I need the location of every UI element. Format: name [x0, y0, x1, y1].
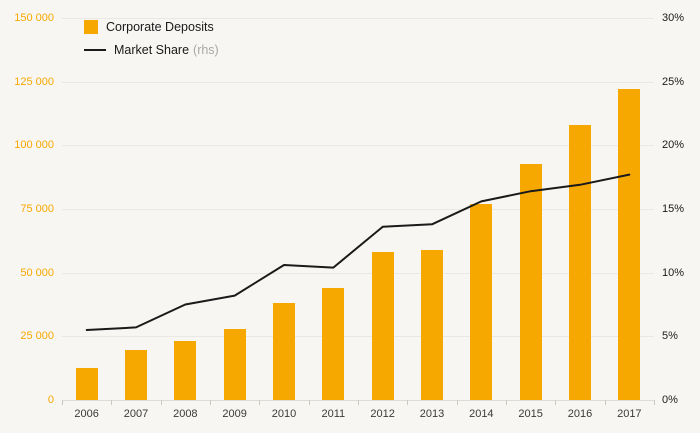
legend-item-market-share: Market Share (rhs) [84, 43, 219, 57]
bar-swatch-icon [84, 20, 98, 34]
x-axis-tick [111, 400, 113, 405]
bar-2012 [371, 252, 394, 400]
x-axis-label-2017: 2017 [617, 408, 642, 420]
x-axis-label-2011: 2011 [321, 408, 346, 420]
bar-2013 [421, 249, 443, 400]
x-axis-tick [604, 400, 606, 405]
x-axis-tick [259, 400, 261, 405]
x-axis-label-2006: 2006 [74, 408, 99, 420]
x-axis-tick [654, 400, 655, 405]
x-axis-tick [358, 400, 359, 405]
bar-2016 [569, 124, 591, 400]
gridline [62, 18, 654, 19]
x-axis-label-2012: 2012 [370, 408, 395, 420]
plot-area [62, 18, 654, 401]
x-axis-label-2007: 2007 [123, 408, 149, 420]
gridline [62, 336, 654, 338]
x-axis-tick [210, 400, 211, 405]
gridline [62, 272, 654, 274]
x-axis-tick [407, 400, 409, 405]
right-axis-tick-label: 25% [662, 75, 685, 88]
bar-2010 [273, 303, 295, 400]
right-axis-tick-label: 30% [662, 12, 685, 24]
x-axis-tick [555, 400, 557, 405]
right-axis-tick-label: 0% [662, 394, 678, 406]
bar-2011 [322, 287, 345, 400]
left-axis-tick-label: 125 000 [14, 75, 54, 88]
legend-label-line: Market Share [114, 43, 190, 57]
left-axis-tick-label: 0 [47, 394, 54, 406]
x-axis-tick [456, 400, 458, 405]
x-axis-tick [62, 400, 63, 405]
bar-2014 [470, 203, 493, 400]
right-axis-tick-label: 5% [662, 330, 678, 343]
gridline [62, 209, 654, 210]
legend-item-corporate-deposits: Corporate Deposits [84, 20, 219, 34]
x-axis-label-2008: 2008 [173, 408, 198, 420]
legend-label-line-suffix: (rhs) [193, 43, 219, 57]
gridline [62, 145, 654, 147]
x-axis-tick [160, 400, 162, 405]
right-axis-tick-label: 15% [662, 203, 685, 215]
x-axis-label-2013: 2013 [419, 408, 445, 420]
right-axis-tick-label: 20% [662, 139, 685, 152]
legend-label-bar: Corporate Deposits [106, 20, 214, 34]
line-swatch-icon [84, 49, 106, 51]
left-axis-tick-label: 50 000 [20, 266, 54, 279]
bar-2017 [618, 89, 641, 400]
chart-legend: Corporate Deposits Market Share (rhs) [84, 20, 219, 66]
left-axis-tick-label: 150 000 [14, 12, 54, 24]
x-axis-label-2016: 2016 [567, 408, 593, 420]
left-axis-tick-label: 75 000 [20, 203, 54, 215]
left-axis-tick-label: 100 000 [14, 139, 54, 152]
left-axis-tick-label: 25 000 [20, 330, 54, 343]
x-axis-tick [506, 400, 507, 405]
bar-2015 [519, 164, 542, 400]
x-axis-label-2014: 2014 [469, 408, 494, 420]
right-axis-tick-label: 10% [662, 266, 685, 279]
x-axis-label-2015: 2015 [518, 408, 543, 420]
x-axis-tick [308, 400, 310, 405]
bar-2007 [125, 350, 147, 400]
x-axis-label-2009: 2009 [222, 408, 247, 420]
bar-2009 [223, 328, 246, 400]
bar-2006 [75, 368, 98, 400]
gridline [62, 81, 654, 83]
bar-2008 [174, 341, 197, 400]
x-axis-label-2010: 2010 [271, 408, 297, 420]
